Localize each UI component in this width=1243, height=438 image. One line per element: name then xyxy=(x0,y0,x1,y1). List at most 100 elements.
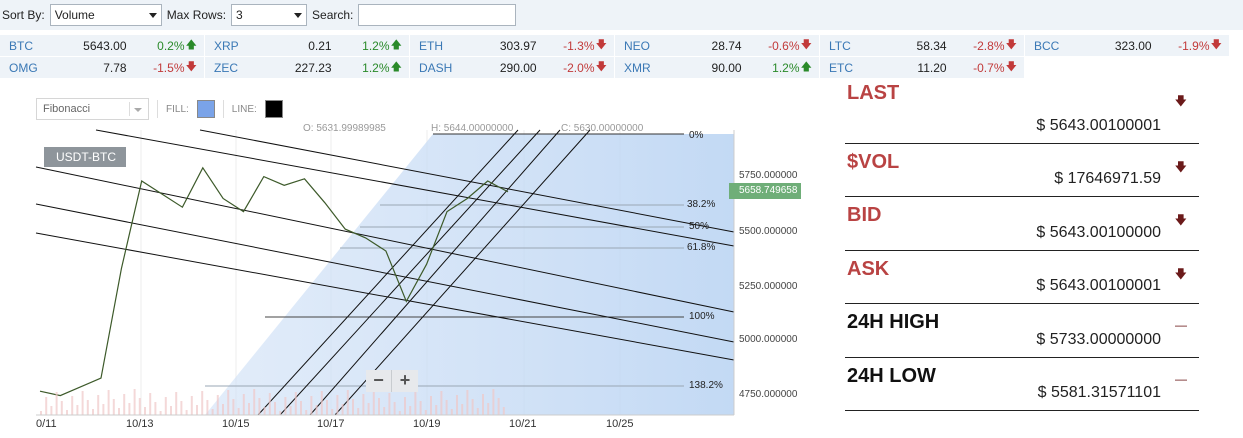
ticker-change: -0.7% xyxy=(973,60,1005,75)
ticker-change: -1.3% xyxy=(563,38,595,53)
volume-bar xyxy=(471,399,474,415)
ticker-item-zec[interactable]: ZEC 227.23 1.2% 🡅 xyxy=(205,57,410,79)
volume-bar xyxy=(71,396,74,415)
volume-bar xyxy=(50,406,53,415)
ticker-item-btc[interactable]: BTC 5643.00 0.2% 🡅 xyxy=(0,35,205,57)
arrow-down-icon: 🡇 xyxy=(595,61,607,73)
volume-bar xyxy=(128,403,131,415)
stat-value: $ 5643.00100001 xyxy=(1036,116,1161,134)
pair-badge: USDT-BTC xyxy=(44,147,126,167)
ticker-symbol: LTC xyxy=(829,38,851,53)
trend-lines xyxy=(35,129,735,416)
volume-bar xyxy=(289,406,292,415)
ticker-item-etc[interactable]: ETC 11.20 -0.7% 🡇 xyxy=(820,57,1025,79)
volume-bar xyxy=(336,395,339,415)
ticker-symbol: DASH xyxy=(419,60,453,75)
volume-bar xyxy=(310,396,313,415)
ticker-change: -0.6% xyxy=(768,38,800,53)
fill-color-swatch[interactable] xyxy=(196,100,215,118)
zoom-out-button[interactable]: − xyxy=(366,370,392,392)
stat-row-last: LAST $ 5643.00100001 🡇 xyxy=(845,82,1199,144)
volume-bar xyxy=(393,402,396,415)
volume-bar xyxy=(388,393,391,415)
volume-bar xyxy=(346,390,349,415)
max-rows-select[interactable]: 3 xyxy=(231,4,308,26)
line-color-swatch[interactable] xyxy=(264,100,283,118)
volume-bar xyxy=(258,398,261,415)
zoom-controls: − + xyxy=(366,370,418,392)
volume-bar xyxy=(466,390,469,415)
ohlc-close: C: 5630.00000000 xyxy=(561,123,644,134)
stat-value: $ 5733.00000000 xyxy=(1036,330,1161,348)
volume-bar xyxy=(216,395,219,415)
ticker-change: -2.0% xyxy=(563,60,595,75)
ticker-change: -2.8% xyxy=(973,38,1005,53)
sort-by-value: Volume xyxy=(54,8,95,22)
stat-row-bid: BID $ 5643.00100000 🡇 xyxy=(845,197,1199,251)
volume-bar xyxy=(237,408,240,415)
ticker-price: 323.00 xyxy=(1114,38,1152,53)
volume-bar xyxy=(154,402,157,415)
volume-bar xyxy=(60,401,63,415)
ticker-symbol: XMR xyxy=(624,60,651,75)
stat-label: BID xyxy=(847,204,882,226)
volume-bar xyxy=(445,400,448,415)
y-tick-label: 4750.000000 xyxy=(739,389,798,400)
price-series-line xyxy=(39,166,509,397)
volume-bar xyxy=(424,410,427,415)
volume-bar xyxy=(398,411,401,415)
volume-bar xyxy=(196,405,198,415)
volume-bar xyxy=(81,391,84,415)
arrow-down-icon: 🡇 xyxy=(1005,61,1017,73)
fib-level-label: 61.8% xyxy=(687,242,716,253)
volume-bar xyxy=(305,410,308,415)
y-tick-label: 5250.000000 xyxy=(739,281,798,292)
ticker-price: 90.00 xyxy=(711,60,742,75)
sort-by-label: Sort By: xyxy=(2,8,45,22)
drawing-tool-select[interactable]: Fibonacci xyxy=(36,98,149,120)
fill-label: FILL: xyxy=(166,103,189,115)
filter-bar: Sort By: Volume Max Rows: 3 Search: xyxy=(0,0,1243,30)
volume-bar xyxy=(440,391,443,415)
volume-bar xyxy=(97,395,100,415)
volume-bar xyxy=(55,392,58,415)
volume-bar xyxy=(232,399,235,415)
volume-bar xyxy=(430,396,432,415)
volume-bar xyxy=(352,399,354,415)
volume-bar xyxy=(284,397,287,415)
zoom-in-button[interactable]: + xyxy=(392,370,418,392)
ticker-item-neo[interactable]: NEO 28.74 -0.6% 🡇 xyxy=(615,35,820,57)
volume-bar xyxy=(107,390,110,415)
volume-bar xyxy=(268,393,271,415)
arrow-down-icon: 🡇 xyxy=(1174,94,1187,108)
chevron-down-icon xyxy=(148,13,157,18)
ticker-item-ltc[interactable]: LTC 58.34 -2.8% 🡇 xyxy=(820,35,1025,57)
ticker-item-xmr[interactable]: XMR 90.00 1.2% 🡅 xyxy=(615,57,820,79)
volume-bar xyxy=(118,408,120,415)
ticker-item-bcc[interactable]: BCC 323.00 -1.9% 🡇 xyxy=(1025,35,1230,57)
volume-bar xyxy=(450,409,453,415)
ticker-item-eth[interactable]: ETH 303.97 -1.3% 🡇 xyxy=(410,35,615,57)
ticker-item-xrp[interactable]: XRP 0.21 1.2% 🡅 xyxy=(205,35,410,57)
volume-bar xyxy=(227,390,230,415)
current-price-tag: 5658.749658 xyxy=(729,183,801,199)
volume-bar xyxy=(242,394,245,415)
stat-label: ASK xyxy=(847,257,890,280)
volume-bar xyxy=(164,397,167,415)
volume-bar xyxy=(170,406,172,415)
drawing-tool-value: Fibonacci xyxy=(43,103,91,115)
ticker-item-dash[interactable]: DASH 290.00 -2.0% 🡇 xyxy=(410,57,615,79)
ticker-price: 28.74 xyxy=(711,38,742,53)
volume-bars xyxy=(40,389,505,415)
search-input[interactable] xyxy=(358,4,517,26)
sort-by-select[interactable]: Volume xyxy=(49,4,162,26)
volume-bar xyxy=(190,396,193,415)
dash-icon: — xyxy=(1175,371,1187,386)
volume-bar xyxy=(76,405,79,415)
ticker-item-omg[interactable]: OMG 7.78 -1.5% 🡇 xyxy=(0,57,205,79)
arrow-down-icon: 🡇 xyxy=(1174,266,1187,281)
x-tick-label: 0/11 xyxy=(36,418,57,430)
volume-bar xyxy=(211,409,214,415)
stat-value: $ 5643.00100001 xyxy=(1036,277,1161,294)
